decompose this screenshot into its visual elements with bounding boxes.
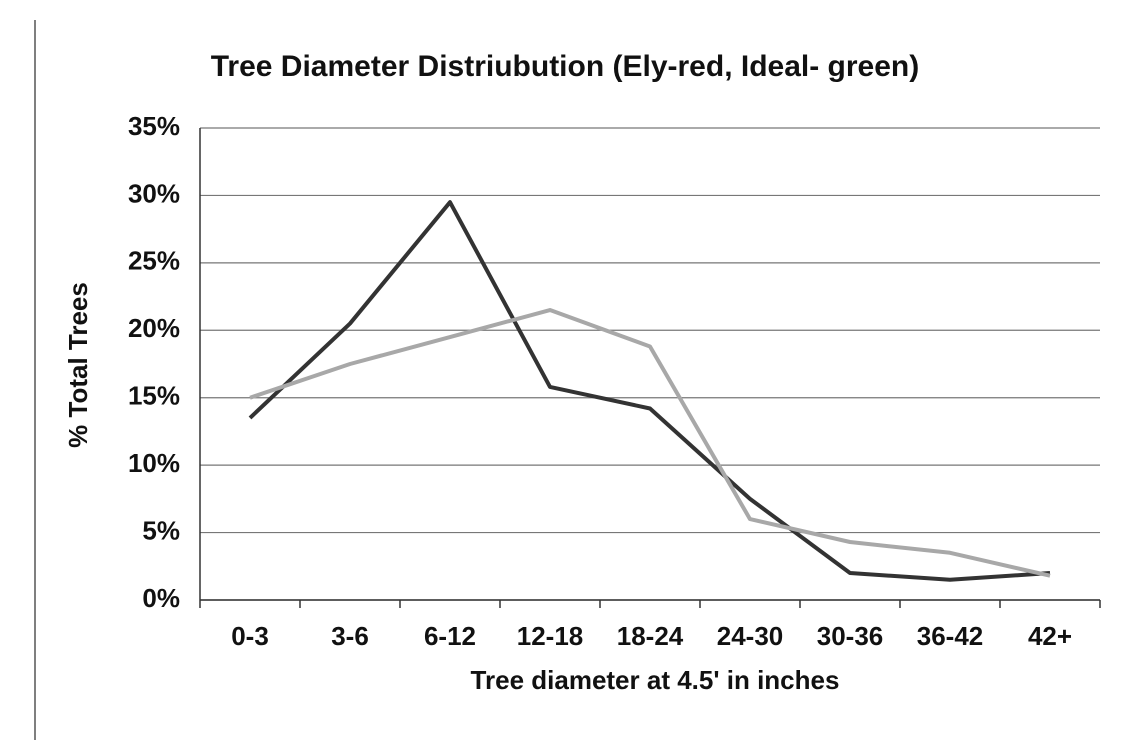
- y-tick-label: 25%: [128, 246, 180, 276]
- y-tick-label: 5%: [142, 515, 180, 545]
- y-axis-label: % Total Trees: [63, 282, 93, 448]
- x-tick-label: 12-18: [517, 621, 584, 651]
- y-tick-label: 15%: [128, 381, 180, 411]
- x-tick-label: 6-12: [424, 621, 476, 651]
- x-tick-label: 0-3: [231, 621, 269, 651]
- y-tick-label: 10%: [128, 448, 180, 478]
- y-tick-label: 30%: [128, 178, 180, 208]
- x-tick-label: 36-42: [917, 621, 984, 651]
- y-tick-label: 20%: [128, 313, 180, 343]
- x-axis-label: Tree diameter at 4.5' in inches: [471, 665, 840, 695]
- chart-title: Tree Diameter Distriubution (Ely-red, Id…: [211, 50, 920, 83]
- series-line: [249, 308, 1051, 578]
- x-tick-label: 18-24: [617, 621, 684, 651]
- y-tick-label: 35%: [128, 111, 180, 141]
- series-line: [248, 200, 1051, 582]
- x-tick-label: 3-6: [331, 621, 369, 651]
- x-tick-label: 24-30: [717, 621, 784, 651]
- x-tick-label: 30-36: [817, 621, 884, 651]
- x-tick-label: 42+: [1028, 621, 1072, 651]
- y-tick-label: 0%: [142, 583, 180, 613]
